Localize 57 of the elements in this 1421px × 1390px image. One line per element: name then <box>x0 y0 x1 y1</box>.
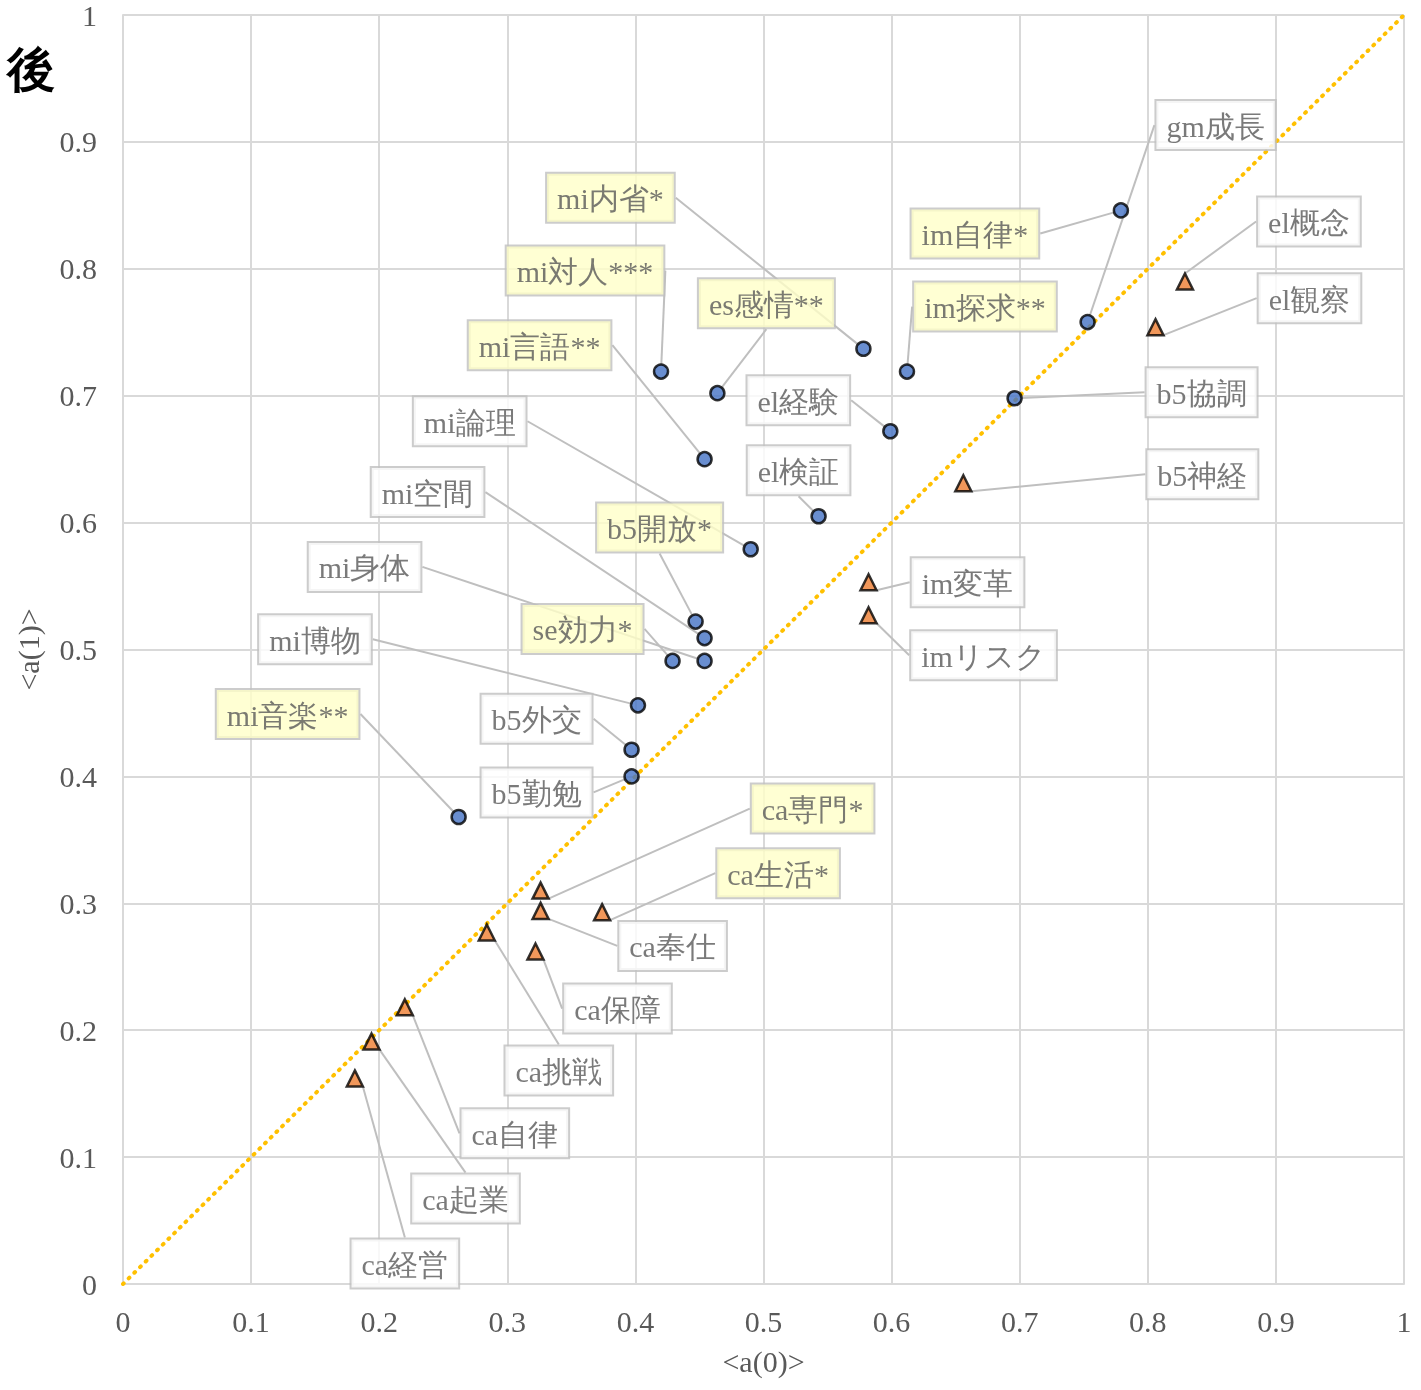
y-tick-label: 0.7 <box>59 379 97 413</box>
data-label: el観察 <box>1268 282 1351 316</box>
text: 後 <box>5 41 55 97</box>
data-label: b5外交 <box>491 703 582 737</box>
data-label: ca経営 <box>361 1247 449 1281</box>
x-tick-label: 0.1 <box>232 1304 270 1338</box>
y-tick-label: 0.9 <box>59 125 97 159</box>
y-tick-label: 0.1 <box>59 1140 97 1174</box>
data-label: gm成長 <box>1166 109 1265 143</box>
data-label: el経験 <box>757 384 840 418</box>
y-tick-label: 0.8 <box>59 252 97 286</box>
data-label: ca保障 <box>574 993 661 1027</box>
data-label: el概念 <box>1268 205 1350 239</box>
data-label: ca起業 <box>422 1183 509 1217</box>
data-label: mi博物 <box>269 623 361 657</box>
data-label: im変革 <box>921 566 1014 600</box>
y-tick-label: 0.5 <box>59 633 97 666</box>
data-label: mi空間 <box>381 476 474 510</box>
y-tick-label: 0.2 <box>59 1013 97 1047</box>
data-label: ca専門* <box>761 793 864 827</box>
data-label: b5協調 <box>1156 376 1247 410</box>
x-tick-label: 0.2 <box>360 1304 398 1338</box>
data-label: mi身体 <box>318 551 411 585</box>
data-label: es感情** <box>708 287 824 321</box>
data-label: ca挑戦 <box>515 1054 603 1088</box>
data-label: im探求** <box>924 291 1046 325</box>
x-axis-title: <a(0)> <box>722 1344 805 1379</box>
x-tick-label: 0 <box>115 1304 131 1338</box>
data-label: mi音楽** <box>226 698 349 732</box>
data-label: mi言語** <box>478 329 601 363</box>
y-tick-label: 1 <box>82 0 97 32</box>
y-tick-label: 0.4 <box>59 759 97 793</box>
data-label: el検証 <box>757 454 840 488</box>
data-label: im自律* <box>921 217 1029 251</box>
x-tick-label: 0.9 <box>1257 1304 1295 1338</box>
y-axis-title: <a(1)> <box>11 608 46 691</box>
x-tick-label: 0.5 <box>744 1304 783 1338</box>
data-label: mi対人*** <box>516 255 654 289</box>
x-tick-label: 0.7 <box>1000 1304 1039 1338</box>
data-label: b5開放* <box>607 512 713 546</box>
data-label: ca生活* <box>727 857 829 891</box>
y-tick-label: 0.3 <box>59 886 97 920</box>
data-label: mi論理 <box>423 405 516 439</box>
data-label: ca奉仕 <box>629 930 716 964</box>
x-tick-label: 0.3 <box>488 1304 527 1338</box>
x-tick-label: 1 <box>1396 1304 1412 1338</box>
x-tick-label: 0.4 <box>616 1304 655 1338</box>
data-label: b5勤勉 <box>491 776 582 810</box>
data-label: se効力* <box>532 613 633 647</box>
data-label: mi内省* <box>557 182 664 216</box>
data-label: b5神経 <box>1157 458 1248 492</box>
data-label: ca自律 <box>471 1117 559 1151</box>
data-label: imリスク <box>921 639 1046 673</box>
x-tick-label: 0.6 <box>872 1304 911 1338</box>
x-tick-label: 0.8 <box>1129 1304 1167 1338</box>
y-tick-label: 0.6 <box>59 506 97 540</box>
y-tick-label: 0 <box>82 1267 97 1301</box>
